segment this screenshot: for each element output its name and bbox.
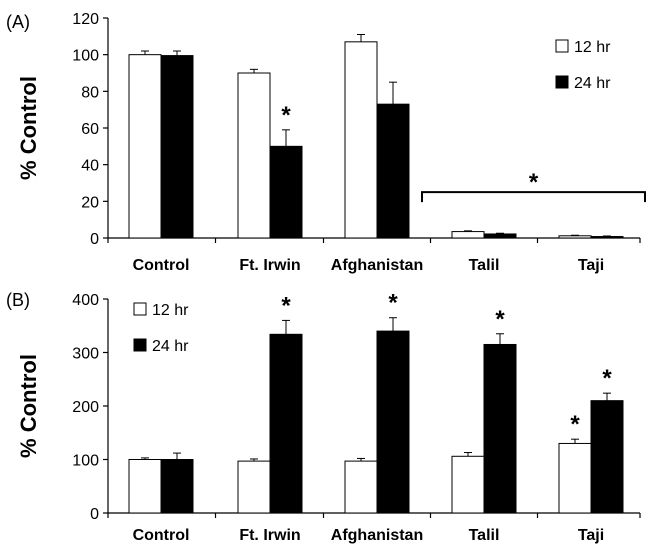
x-tick-label: Ft. Irwin: [239, 257, 300, 274]
bar: [558, 442, 592, 514]
y-tick-label: 0: [90, 231, 99, 248]
chart-panel-a: (A) 0 20 40 60 80 100 120 Control Ft. Irwin Afghan…: [6, 11, 646, 274]
legend-label: 24 hr: [574, 75, 611, 92]
x-tick-label: Talil: [469, 257, 500, 274]
bar: [269, 145, 303, 239]
chart-panel-b: (B) 0 100 200 300 400 Control Ft. Irwin Afghanis…: [6, 290, 641, 544]
significance-marker: *: [495, 306, 505, 333]
significance-bracket: [421, 191, 646, 203]
y-tick-label: 300: [72, 346, 99, 363]
bar: [269, 333, 303, 514]
bar: [376, 103, 410, 239]
bar: [128, 459, 162, 514]
legend-swatch: [555, 39, 569, 53]
bar: [590, 236, 624, 239]
bar: [483, 343, 517, 514]
bar: [451, 455, 485, 514]
legend: 12 hr 24 hr: [555, 39, 611, 92]
legend-swatch: [133, 338, 147, 352]
y-axis-label: % Control: [16, 76, 41, 180]
bar: [160, 55, 194, 239]
significance-marker: *: [570, 411, 580, 438]
significance-marker: *: [281, 292, 291, 319]
bar: [483, 233, 517, 239]
bar: [376, 330, 410, 514]
x-tick-label: Taji: [578, 527, 604, 544]
significance-marker: *: [602, 365, 612, 392]
bar: [237, 72, 271, 239]
x-tick-label: Control: [133, 527, 190, 544]
bar: [558, 235, 592, 239]
legend-label: 12 hr: [574, 39, 611, 56]
bar: [344, 41, 378, 239]
y-tick-label: 40: [81, 158, 99, 175]
y-tick-label: 0: [90, 506, 99, 523]
y-tick-label: 100: [72, 453, 99, 470]
y-tick-label: 80: [81, 84, 99, 101]
significance-marker: *: [388, 290, 398, 317]
bar: [128, 54, 162, 239]
y-tick-label: 120: [72, 11, 99, 28]
significance-marker: *: [281, 102, 291, 129]
x-tick-label: Afghanistan: [331, 527, 423, 544]
legend-label: 12 hr: [152, 302, 189, 319]
legend: 12 hr 24 hr: [133, 302, 189, 355]
bar: [590, 400, 624, 514]
panel-label: (A): [6, 12, 30, 32]
x-tick-label: Control: [133, 257, 190, 274]
bar: [451, 231, 485, 239]
significance-marker: *: [529, 169, 539, 196]
x-tick-label: Ft. Irwin: [239, 527, 300, 544]
x-tick-label: Afghanistan: [331, 257, 423, 274]
y-tick-label: 20: [81, 194, 99, 211]
panel-label: (B): [6, 290, 30, 310]
y-tick-label: 60: [81, 121, 99, 138]
y-axis-label: % Control: [16, 354, 41, 458]
y-tick-label: 100: [72, 48, 99, 65]
bar: [344, 460, 378, 514]
y-tick-label: 400: [72, 292, 99, 309]
x-tick-label: Talil: [469, 527, 500, 544]
bar: [237, 460, 271, 514]
legend-label: 24 hr: [152, 338, 189, 355]
bar: [160, 459, 194, 514]
x-tick-label: Taji: [578, 257, 604, 274]
legend-swatch: [133, 302, 147, 316]
y-tick-label: 200: [72, 399, 99, 416]
legend-swatch: [555, 75, 569, 89]
